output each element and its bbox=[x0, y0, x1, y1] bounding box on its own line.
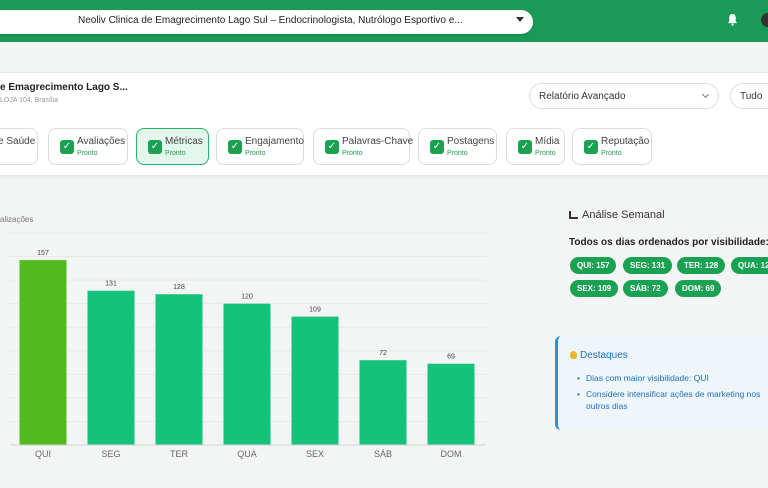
check-icon: ✓ bbox=[60, 140, 74, 154]
bar-dom[interactable] bbox=[427, 363, 475, 445]
data-label: 69 bbox=[447, 354, 455, 361]
x-tick-label: SÁB bbox=[374, 449, 392, 459]
module-status: Pronto bbox=[535, 150, 556, 157]
module-name: Palavras-Chave bbox=[342, 136, 414, 147]
module-status: Pronto bbox=[447, 150, 468, 157]
lightbulb-icon bbox=[570, 351, 577, 359]
x-tick-label: QUI bbox=[35, 449, 51, 459]
module-status: Pronto bbox=[165, 150, 186, 157]
check-icon: ✓ bbox=[430, 140, 444, 154]
company-name: e Emagrecimento Lago S... bbox=[0, 82, 128, 93]
module-name: Métricas bbox=[165, 136, 203, 147]
check-icon: ✓ bbox=[148, 140, 162, 154]
x-tick-label: SEG bbox=[101, 449, 120, 459]
bar-qui[interactable] bbox=[19, 260, 67, 445]
data-label: 72 bbox=[379, 350, 387, 357]
period-select[interactable]: Tudo bbox=[730, 83, 768, 109]
chart-icon bbox=[569, 211, 578, 219]
highlights-title: Destaques bbox=[570, 350, 628, 361]
module-chip-postagens[interactable]: ✓ Postagens Pronto bbox=[418, 128, 497, 165]
data-label: 131 bbox=[105, 281, 117, 288]
module-name: Postagens bbox=[447, 136, 495, 147]
x-tick-label: DOM bbox=[441, 449, 462, 459]
report-type-select[interactable]: Relatório Avançado bbox=[529, 83, 719, 109]
x-tick-label: QUA bbox=[237, 449, 257, 459]
bar-seg[interactable] bbox=[87, 290, 135, 445]
company-address: LOJA 104, Brasília bbox=[0, 97, 58, 104]
avatar[interactable] bbox=[761, 13, 768, 27]
clinic-selector[interactable]: Neoliv Clinica de Emagrecimento Lago Sul… bbox=[0, 10, 533, 34]
period-label: Tudo bbox=[740, 91, 763, 102]
module-status: Pronto bbox=[342, 150, 363, 157]
x-tick-label: SEX bbox=[306, 449, 324, 459]
data-label: 157 bbox=[37, 250, 49, 257]
module-name: Engajamento bbox=[245, 136, 304, 147]
data-label: 120 bbox=[241, 294, 253, 301]
module-chip-reputacao[interactable]: ✓ Reputação Pronto bbox=[572, 128, 652, 165]
weekly-analysis-subtitle: Todos os dias ordenados por visibilidade… bbox=[569, 237, 768, 248]
module-name: e Saúde bbox=[0, 136, 36, 147]
day-pill: SÁB: 72 bbox=[623, 280, 668, 297]
module-chip-metricas[interactable]: ✓ Métricas Pronto bbox=[136, 128, 209, 165]
module-name: Mídia bbox=[535, 136, 560, 147]
module-status: Pronto bbox=[77, 150, 98, 157]
module-name: Reputação bbox=[601, 136, 650, 147]
bar-qua[interactable] bbox=[223, 303, 271, 445]
day-pill: QUA: 120 bbox=[731, 257, 768, 274]
module-status: Pronto bbox=[601, 150, 622, 157]
x-tick-label: TER bbox=[170, 449, 189, 459]
bell-icon[interactable] bbox=[727, 13, 738, 26]
module-chip-saude[interactable]: e Saúde bbox=[0, 128, 38, 165]
highlight-item: Dias com maior visibilidade: QUI bbox=[577, 372, 768, 384]
check-icon: ✓ bbox=[584, 140, 598, 154]
day-pill: SEX: 109 bbox=[570, 280, 619, 297]
weekly-visibility-chart: 157 QUI 131 SEG 128 TER 120 QUA 109 SEX 72 SÁB 69 DOM bbox=[10, 232, 486, 459]
weekly-analysis-title: Análise Semanal bbox=[569, 209, 665, 221]
caret-down-icon bbox=[516, 17, 524, 22]
day-pill: DOM: 69 bbox=[675, 280, 722, 297]
report-type-label: Relatório Avançado bbox=[539, 91, 626, 102]
day-pill: QUI: 157 bbox=[570, 257, 617, 274]
highlights-label: Destaques bbox=[580, 350, 628, 361]
bar-ter[interactable] bbox=[155, 294, 203, 445]
y-axis-label: alizações bbox=[0, 215, 34, 224]
chevron-down-icon bbox=[701, 90, 710, 99]
module-name: Avaliações bbox=[77, 136, 126, 147]
top-bar: Neoliv Clinica de Emagrecimento Lago Sul… bbox=[0, 0, 768, 42]
clinic-selector-label: Neoliv Clinica de Emagrecimento Lago Sul… bbox=[78, 15, 463, 26]
check-icon: ✓ bbox=[228, 140, 242, 154]
check-icon: ✓ bbox=[325, 140, 339, 154]
day-pill: TER: 128 bbox=[677, 257, 726, 274]
weekly-analysis-label: Análise Semanal bbox=[582, 209, 665, 221]
module-chip-palavras-chave[interactable]: ✓ Palavras-Chave Pronto bbox=[313, 128, 414, 165]
data-label: 128 bbox=[173, 284, 185, 291]
day-pill: SEG: 131 bbox=[623, 257, 673, 274]
bar-sex[interactable] bbox=[291, 316, 339, 445]
module-chip-engajamento[interactable]: ✓ Engajamento Pronto bbox=[216, 128, 304, 165]
check-icon: ✓ bbox=[518, 140, 532, 154]
data-label: 109 bbox=[309, 307, 321, 314]
module-chip-midia[interactable]: ✓ Mídia Pronto bbox=[506, 128, 565, 165]
highlight-item: Considere intensificar ações de marketin… bbox=[577, 388, 768, 412]
module-status: Pronto bbox=[245, 150, 266, 157]
module-chip-avaliacoes[interactable]: ✓ Avaliações Pronto bbox=[48, 128, 128, 165]
bar-sáb[interactable] bbox=[359, 360, 407, 445]
